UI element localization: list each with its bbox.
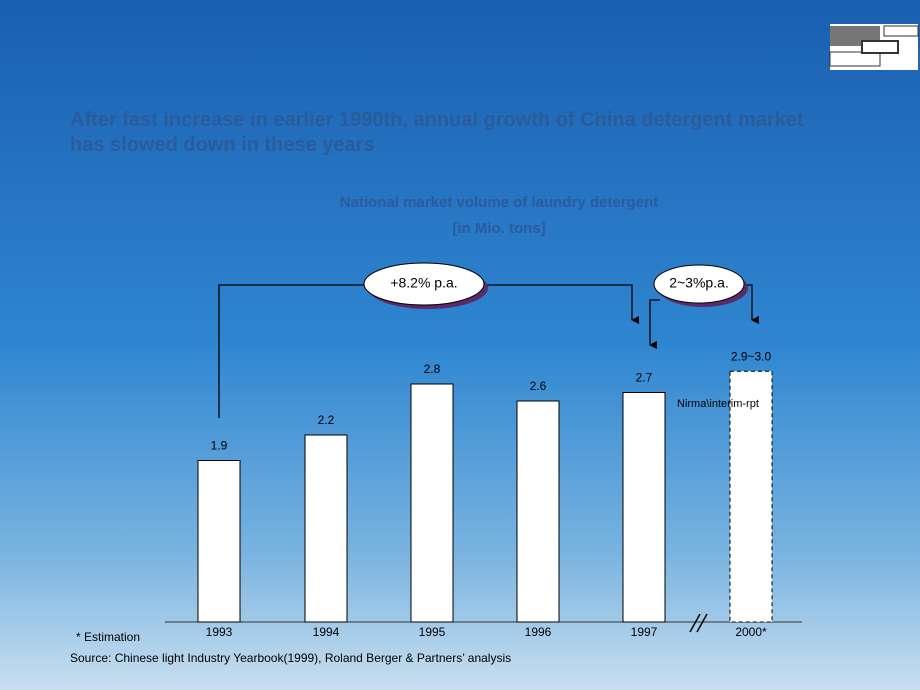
growth-label: 2~3%p.a. [669,275,729,291]
value-label: 2.7 [636,371,653,385]
annotation: Nirma\interim-rpt [677,398,759,410]
x-tick-label: 1995 [419,625,446,639]
x-tick-label: 1996 [525,625,552,639]
bar [304,434,348,623]
oval [653,264,745,304]
bar [729,370,773,623]
bar [197,460,241,623]
bars: 1.9 1993 2.2 1994 2.8 1995 2.6 1996 2.7 1997 2.9~3… [197,349,773,639]
bar [622,392,666,623]
x-tick-label: 1994 [313,625,340,639]
x-tick-label: 1993 [206,625,233,639]
bar [410,383,454,623]
value-label: 2.9~3.0 [731,349,772,363]
source: Source: Chinese light Industry Yearbook(… [70,651,511,665]
x-tick-label: 2000* [735,625,767,639]
value-label: 2.6 [530,379,547,393]
value-label: 2.2 [318,413,335,427]
value-label: 2.8 [424,362,441,376]
value-label: 1.9 [211,439,228,453]
x-tick-label: 1997 [631,625,658,639]
chart-title: National market volume of laundry deterg… [340,194,658,211]
logo [829,24,919,70]
axis-break [689,613,708,633]
chart-subtitle: [in Mio. tons] [452,220,545,237]
oval [363,262,485,306]
bar [516,400,560,623]
growth-label: +8.2% p.a. [390,275,457,291]
slide-title: After fast increase in earlier 1990th, a… [70,109,804,156]
footnote: * Estimation [76,630,140,644]
